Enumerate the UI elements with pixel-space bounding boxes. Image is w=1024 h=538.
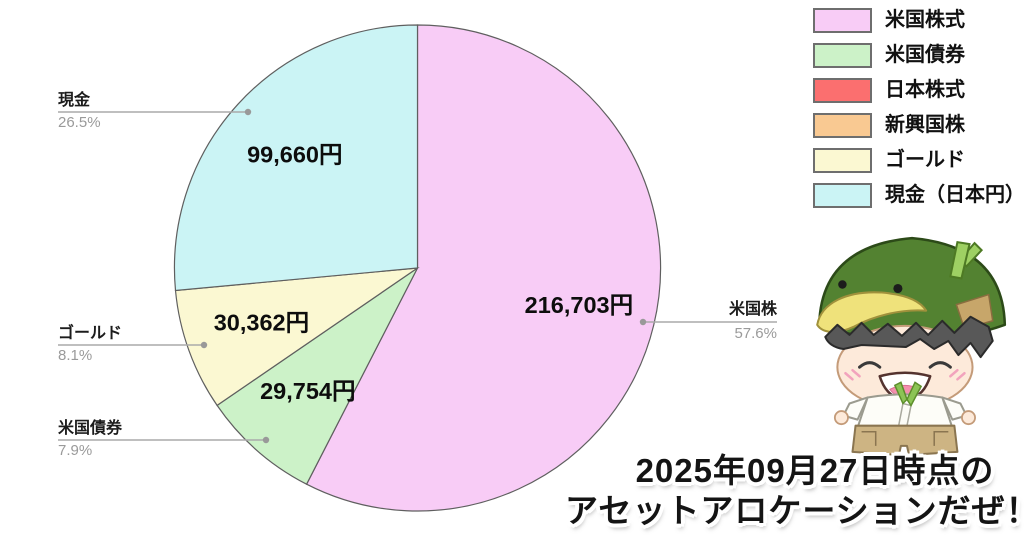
caption-line-2: アセットアロケーションだぜ！ (565, 492, 1024, 529)
pie-slices (173, 24, 662, 512)
hair (824, 315, 994, 359)
caption-line-1: 2025年09月27日時点の (635, 452, 995, 489)
blush-marks (844, 368, 966, 381)
pie-amount-1: 29,754円 (260, 378, 355, 404)
chart-legend: 米国株式 米国債券 日本株式 新興国株 ゴールド 現金（日本円） (813, 8, 1024, 218)
legend-swatch-us-bonds (813, 43, 872, 68)
pie-amount-0: 216,703円 (525, 292, 633, 318)
legend-label-us-stocks: 米国株式 (885, 9, 965, 31)
legend-item-cash: 現金（日本円） (813, 183, 1024, 208)
callout-dot-cash (244, 108, 252, 116)
hand-left (833, 410, 849, 426)
callout-pct-cash: 26.5% (58, 114, 101, 131)
callout-dot-us-bonds (262, 436, 270, 444)
callout-pct-gold: 8.1% (58, 347, 93, 364)
legend-swatch-jp-stocks (813, 78, 872, 103)
legend-swatch-emerging (813, 113, 872, 138)
callout-lines (58, 111, 777, 441)
legend-label-us-bonds: 米国債券 (885, 44, 965, 66)
hair-tuft (955, 293, 994, 330)
legend-label-gold: ゴールド (885, 149, 965, 171)
legend-label-cash: 現金（日本円） (885, 184, 1024, 206)
legend-swatch-cash (813, 183, 872, 208)
legend-item-gold: ゴールド (813, 148, 1024, 173)
legend-item-us-bonds: 米国債券 (813, 43, 1024, 68)
pie-amount-3: 99,660円 (247, 141, 342, 167)
callout-dot-gold (200, 341, 208, 349)
hand-right (961, 410, 976, 426)
eye-right (928, 361, 952, 369)
pie-slice-2 (174, 267, 420, 407)
mascot-duck-hat-boy (816, 236, 1007, 456)
pie-amount-2: 30,362円 (214, 310, 309, 336)
callout-label-us-stocks: 米国株 (728, 301, 777, 318)
hat-leek-icon (949, 240, 984, 280)
callout-pct-us-stocks: 57.6% (734, 325, 777, 342)
callout-dots (200, 108, 647, 444)
legend-item-jp-stocks: 日本株式 (813, 78, 1024, 103)
legend-item-us-stocks: 米国株式 (813, 8, 1024, 33)
legend-swatch-gold (813, 148, 872, 173)
shorts (851, 424, 959, 456)
pie-slice-3 (173, 24, 419, 292)
shorts-pockets (861, 430, 949, 446)
callout-pct-us-bonds: 7.9% (58, 442, 93, 459)
callout-label-cash: 現金 (58, 92, 91, 109)
pie-slice-1 (216, 267, 419, 486)
pie-slice-0 (305, 24, 662, 512)
legend-label-emerging: 新興国株 (885, 114, 965, 136)
callout-dot-us-stocks (639, 318, 647, 326)
eye-left (858, 361, 882, 369)
legend-label-jp-stocks: 日本株式 (885, 79, 965, 101)
duck-eye-right (893, 283, 903, 294)
pie-amount-labels: 216,703円 29,754円 30,362円 99,660円 (214, 141, 633, 403)
legend-item-emerging: 新興国株 (813, 113, 1024, 138)
callout-label-us-bonds: 米国債券 (58, 420, 123, 437)
legend-swatch-us-stocks (813, 8, 872, 33)
duck-eye-left (838, 280, 847, 289)
callout-label-gold: ゴールド (58, 325, 123, 342)
